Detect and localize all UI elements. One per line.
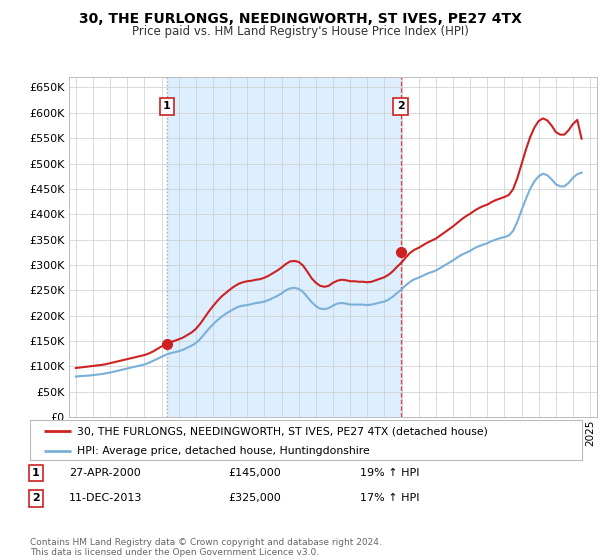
Text: Contains HM Land Registry data © Crown copyright and database right 2024.
This d: Contains HM Land Registry data © Crown c… [30, 538, 382, 557]
Text: 30, THE FURLONGS, NEEDINGWORTH, ST IVES, PE27 4TX (detached house): 30, THE FURLONGS, NEEDINGWORTH, ST IVES,… [77, 426, 488, 436]
Text: 19% ↑ HPI: 19% ↑ HPI [360, 468, 419, 478]
Text: £145,000: £145,000 [228, 468, 281, 478]
Text: Price paid vs. HM Land Registry's House Price Index (HPI): Price paid vs. HM Land Registry's House … [131, 25, 469, 38]
Text: 1: 1 [163, 101, 171, 111]
Text: 2: 2 [397, 101, 404, 111]
Bar [167, 77, 401, 417]
Text: 27-APR-2000: 27-APR-2000 [69, 468, 141, 478]
Text: 17% ↑ HPI: 17% ↑ HPI [360, 493, 419, 503]
Text: 11-DEC-2013: 11-DEC-2013 [69, 493, 142, 503]
Text: 1: 1 [32, 468, 40, 478]
Text: 2: 2 [32, 493, 40, 503]
Text: 30, THE FURLONGS, NEEDINGWORTH, ST IVES, PE27 4TX: 30, THE FURLONGS, NEEDINGWORTH, ST IVES,… [79, 12, 521, 26]
Text: HPI: Average price, detached house, Huntingdonshire: HPI: Average price, detached house, Hunt… [77, 446, 370, 456]
Text: £325,000: £325,000 [228, 493, 281, 503]
